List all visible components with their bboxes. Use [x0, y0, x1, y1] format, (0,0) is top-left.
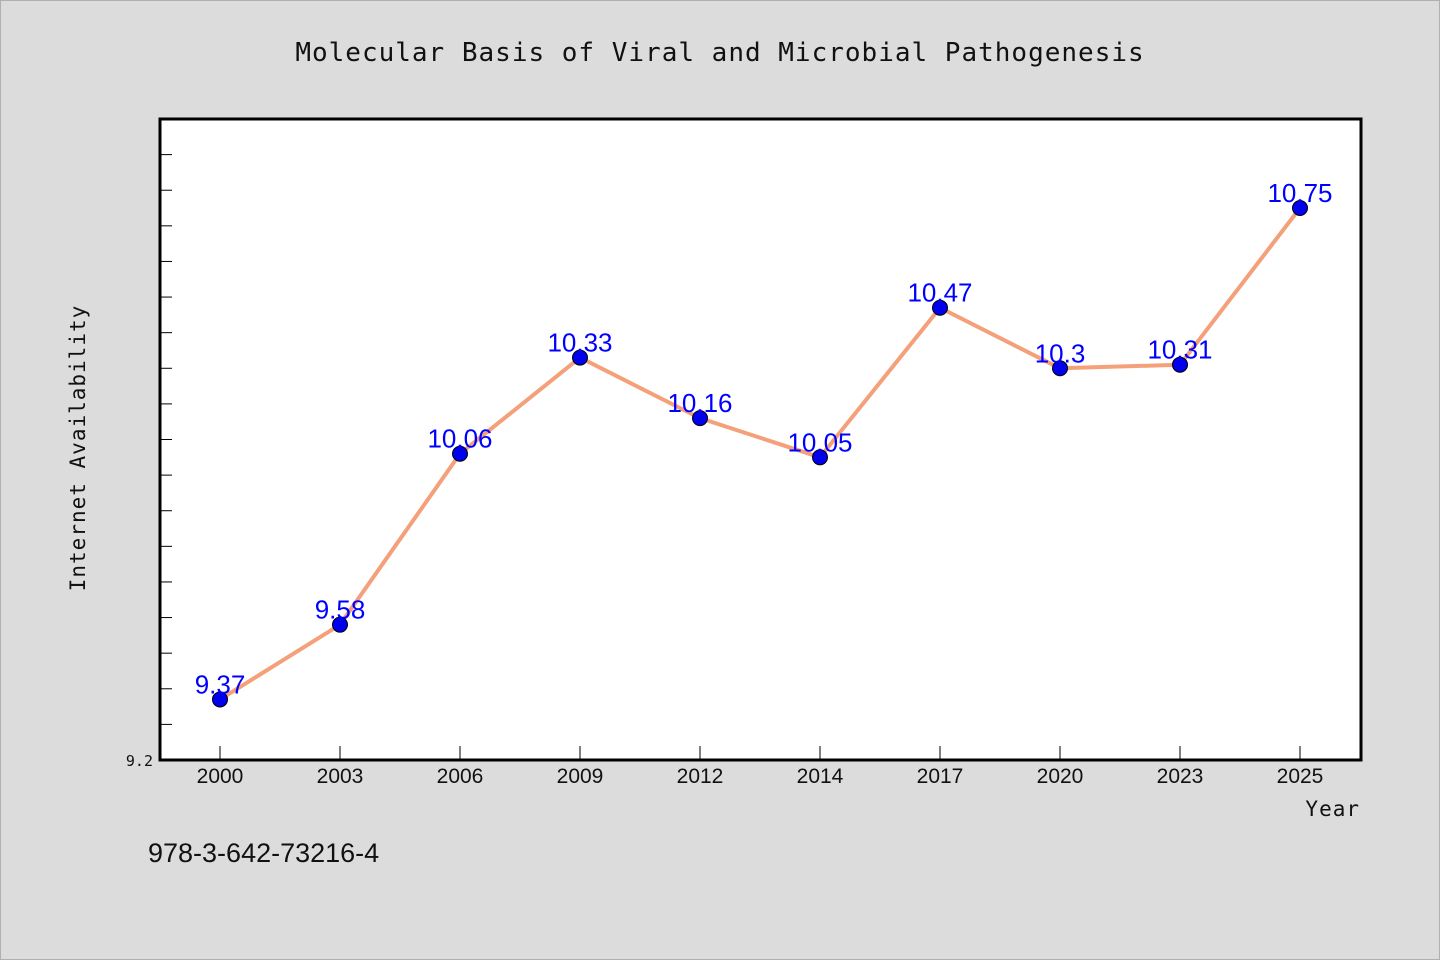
x-tick-label: 2000	[197, 765, 244, 788]
x-tick-label: 2014	[797, 765, 844, 788]
x-tick-label: 2009	[557, 765, 604, 788]
isbn-text: 978-3-642-73216-4	[148, 838, 379, 868]
plot-area	[158, 117, 1363, 762]
x-tick-label: 2012	[677, 765, 724, 788]
chart-title: Molecular Basis of Viral and Microbial P…	[295, 38, 1144, 68]
data-labels: 9.37 9.58 10.06 10.33 10.16 10.05 10.47 10.3 10.…	[195, 178, 1333, 699]
data-label: 10.31	[1147, 335, 1212, 365]
data-point	[212, 691, 228, 708]
x-axis-label: Year	[1305, 797, 1360, 821]
data-label: 9.37	[195, 669, 246, 699]
data-label: 10.3	[1035, 338, 1086, 368]
data-point	[332, 616, 348, 633]
y-tick-label: 9.2	[126, 752, 153, 770]
data-point	[452, 445, 468, 462]
y-axis-ticks	[159, 154, 172, 725]
data-point	[932, 299, 948, 316]
x-tick-label: 2017	[917, 765, 964, 788]
series-line-group	[218, 206, 1302, 702]
x-tick-label: 2003	[317, 765, 364, 788]
data-point	[1052, 360, 1068, 377]
series-line	[218, 206, 1302, 702]
data-markers	[212, 200, 1308, 708]
data-label: 10.06	[427, 424, 492, 454]
y-axis-label: Internet Availability	[66, 305, 90, 592]
data-point	[1172, 356, 1188, 373]
data-label: 10.16	[667, 388, 732, 418]
data-point	[812, 449, 828, 466]
data-point	[572, 349, 588, 366]
data-label: 10.05	[787, 427, 852, 457]
x-axis-ticks: 2000 2003 2006 2009 2012 2014 2017 2020 2023 2025	[197, 746, 1324, 788]
x-tick-label: 2020	[1037, 765, 1084, 788]
data-point	[692, 410, 708, 427]
x-tick-label: 2025	[1277, 765, 1324, 788]
data-label: 10.75	[1267, 178, 1332, 208]
x-tick-label: 2023	[1157, 765, 1204, 788]
data-label: 10.47	[907, 278, 972, 308]
data-point	[1292, 200, 1308, 217]
data-label: 9.58	[315, 595, 366, 625]
data-label: 10.33	[547, 328, 612, 358]
x-tick-label: 2006	[437, 765, 484, 788]
